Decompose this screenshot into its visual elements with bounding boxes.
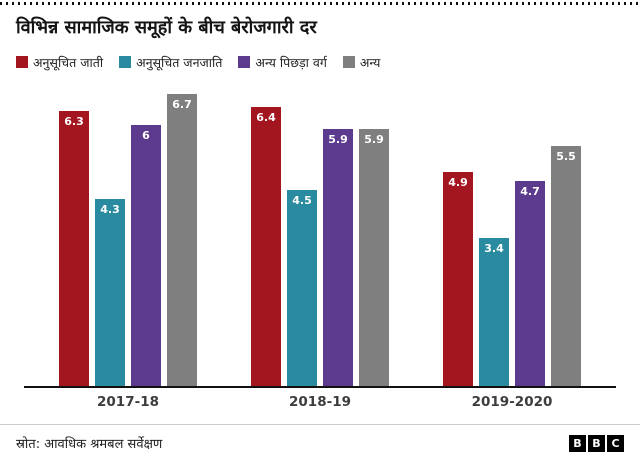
bar-value-label: 5.9 [364, 132, 384, 146]
bar: 6 [131, 124, 161, 386]
bar: 6.3 [59, 110, 89, 386]
bar-group-2017-18: 6.3 4.3 6 6.7 [59, 93, 197, 386]
plot-area: 6.3 4.3 6 6.7 6.4 4.5 5.9 5.9 4.9 3.4 4.7 5.5 [24, 81, 616, 388]
bar: 4.3 [95, 198, 125, 386]
legend-item: अन्य पिछड़ा वर्ग [238, 54, 327, 71]
legend-swatch [119, 56, 132, 68]
bar-value-label: 4.5 [292, 193, 312, 207]
bbc-logo-letter: B [588, 434, 605, 452]
legend: अनुसूचित जाती अनुसूचित जनजाति अन्य पिछड़ा … [16, 54, 624, 71]
bar-value-label: 4.7 [520, 184, 540, 198]
x-axis-label: 2017-18 [97, 393, 159, 410]
bbc-logo-letter: B [569, 434, 586, 452]
legend-swatch [238, 56, 251, 68]
legend-item: अन्य [342, 54, 381, 71]
bar-value-label: 4.3 [100, 202, 120, 216]
legend-swatch [342, 56, 355, 68]
bar: 6.7 [167, 93, 197, 386]
bar-group-2018-19: 6.4 4.5 5.9 5.9 [251, 106, 389, 386]
bar-value-label: 6.4 [256, 110, 276, 124]
bar-value-label: 6.3 [64, 114, 84, 128]
bbc-logo: B B C [569, 434, 624, 452]
bar: 5.5 [551, 145, 581, 386]
page-title: विभिन्न सामाजिक समूहों के बीच बेरोजगारी … [16, 17, 317, 38]
top-dotted-border [0, 2, 640, 5]
bar-value-label: 6.7 [172, 97, 192, 111]
x-axis-label: 2018-19 [289, 393, 351, 410]
bar: 6.4 [251, 106, 281, 386]
footer-divider [0, 424, 640, 425]
x-axis-labels: 2017-18 2018-19 2019-2020 [24, 394, 616, 410]
legend-label: अनुसूचित जनजाति [136, 54, 223, 70]
x-axis-label: 2019-2020 [471, 393, 553, 410]
bar: 3.4 [479, 237, 509, 386]
legend-label: अन्य पिछड़ा वर्ग [255, 54, 327, 70]
bar: 4.5 [287, 189, 317, 386]
legend-label: अनुसूचित जाती [33, 54, 104, 70]
bar-value-label: 4.9 [448, 175, 468, 189]
legend-item: अनुसूचित जनजाति [119, 54, 222, 71]
bar-value-label: 3.4 [484, 241, 504, 255]
bar: 4.7 [515, 180, 545, 386]
bar: 5.9 [359, 128, 389, 386]
bar-group-2019-2020: 4.9 3.4 4.7 5.5 [443, 145, 581, 386]
bar-value-label: 6 [142, 128, 150, 142]
bar-value-label: 5.9 [328, 132, 348, 146]
source-text: स्रोत: आवधिक श्रमबल सर्वेक्षण [16, 437, 163, 452]
bar: 4.9 [443, 171, 473, 386]
footer-row: स्रोत: आवधिक श्रमबल सर्वेक्षण B B C [0, 425, 640, 462]
legend-swatch [16, 56, 28, 68]
legend-label: अन्य [359, 54, 381, 70]
bar-value-label: 5.5 [556, 149, 576, 163]
bar: 5.9 [323, 128, 353, 386]
bbc-logo-letter: C [607, 434, 624, 452]
legend-item: अनुसूचित जाती [16, 54, 103, 71]
footer: स्रोत: आवधिक श्रमबल सर्वेक्षण B B C [0, 424, 640, 462]
